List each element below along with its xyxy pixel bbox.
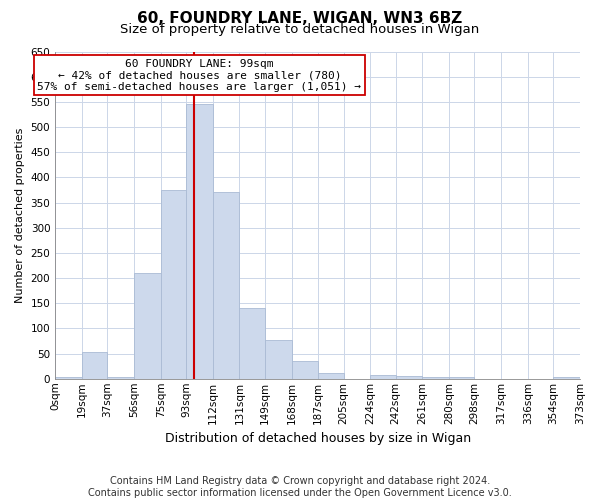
Bar [292,361,318,379]
Bar [395,376,422,379]
Bar [370,374,395,379]
Bar [55,378,82,379]
Text: 60 FOUNDRY LANE: 99sqm
← 42% of detached houses are smaller (780)
57% of semi-de: 60 FOUNDRY LANE: 99sqm ← 42% of detached… [37,59,361,92]
Bar [422,378,449,379]
Bar [82,352,107,379]
Bar [265,340,292,379]
Text: Size of property relative to detached houses in Wigan: Size of property relative to detached ho… [121,22,479,36]
Bar [553,378,580,379]
Text: 60, FOUNDRY LANE, WIGAN, WN3 6BZ: 60, FOUNDRY LANE, WIGAN, WN3 6BZ [137,11,463,26]
Bar [318,372,344,379]
Text: Contains HM Land Registry data © Crown copyright and database right 2024.
Contai: Contains HM Land Registry data © Crown c… [88,476,512,498]
Bar [186,104,213,379]
X-axis label: Distribution of detached houses by size in Wigan: Distribution of detached houses by size … [164,432,470,445]
Bar [449,378,475,379]
Bar [161,190,186,379]
Bar [239,308,265,379]
Y-axis label: Number of detached properties: Number of detached properties [15,128,25,303]
Bar [107,378,134,379]
Bar [213,192,239,379]
Bar [134,273,161,379]
